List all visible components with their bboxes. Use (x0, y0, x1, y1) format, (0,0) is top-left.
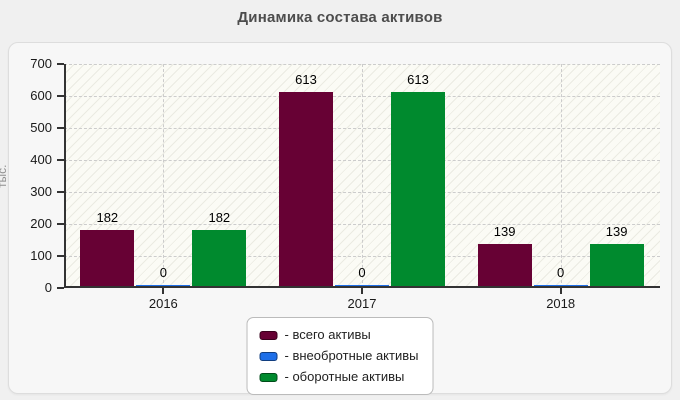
bar-value-label: 613 (407, 72, 429, 87)
y-tick-mark (57, 255, 64, 257)
x-tick-label: 2017 (347, 296, 377, 311)
legend-label-current-assets: - оборотные активы (284, 369, 405, 384)
y-tick-label: 600 (30, 88, 52, 103)
plot-area: 0 100 200 300 400 500 600 700 2016 182 0 182 2017 613… (30, 56, 660, 311)
gridline-vertical (560, 64, 562, 288)
bar-оборотные-активы (192, 230, 247, 288)
y-tick-mark (57, 159, 64, 161)
y-tick-label: 500 (30, 120, 52, 135)
x-axis-line (64, 286, 660, 288)
x-tick-mark (361, 288, 363, 294)
y-tick-mark (57, 287, 64, 289)
legend-item-noncurrent-assets: - внеобротные активы (259, 348, 419, 364)
y-tick-mark (57, 223, 64, 225)
x-tick-label: 2016 (148, 296, 178, 311)
legend-label-noncurrent-assets: - внеобротные активы (284, 348, 419, 363)
y-tick-label: 700 (30, 56, 52, 71)
bar-value-label: 613 (295, 72, 317, 87)
bar-value-label: 182 (208, 210, 231, 225)
bar-value-label: 0 (159, 265, 167, 280)
gridline-vertical (362, 64, 363, 288)
y-tick-mark (57, 191, 64, 193)
bar-value-label: 0 (358, 265, 366, 280)
legend-swatch-total-assets (259, 330, 278, 340)
bar-оборотные-активы (589, 244, 644, 288)
bar-value-label: 182 (96, 210, 119, 225)
bar-value-label: 139 (605, 224, 628, 239)
x-tick-mark (559, 288, 562, 294)
y-tick-label: 200 (30, 216, 52, 231)
bar-всего-активы (279, 92, 333, 288)
gridline-vertical (163, 64, 165, 288)
bar-оборотные-активы (391, 92, 445, 288)
bar-value-label: 0 (557, 265, 565, 280)
legend-label-total-assets: - всего активы (284, 327, 371, 342)
x-tick-label: 2018 (546, 296, 576, 311)
chart-panel: тыс. 0 100 200 300 400 500 600 700 2016 182 0 182 20… (0, 42, 672, 395)
chart-legend: - всего активы - внеобротные активы - об… (246, 317, 434, 395)
x-tick-mark (162, 288, 165, 294)
y-tick-mark (57, 95, 64, 97)
legend-item-total-assets: - всего активы (259, 327, 419, 343)
chart-title: Динамика состава активов (237, 9, 443, 26)
y-tick-label: 100 (30, 248, 52, 263)
bar-всего-активы (80, 230, 135, 288)
y-tick-label: 0 (44, 280, 52, 295)
y-tick-label: 300 (30, 184, 52, 199)
legend-swatch-current-assets (259, 372, 278, 382)
y-tick-label: 400 (30, 152, 52, 167)
y-tick-mark (57, 127, 64, 129)
y-tick-mark (57, 63, 64, 65)
legend-item-current-assets: - оборотные активы (259, 369, 419, 385)
bar-value-label: 139 (493, 224, 516, 239)
bar-всего-активы (477, 244, 532, 288)
y-axis-line (64, 64, 66, 288)
legend-swatch-noncurrent-assets (259, 351, 278, 361)
